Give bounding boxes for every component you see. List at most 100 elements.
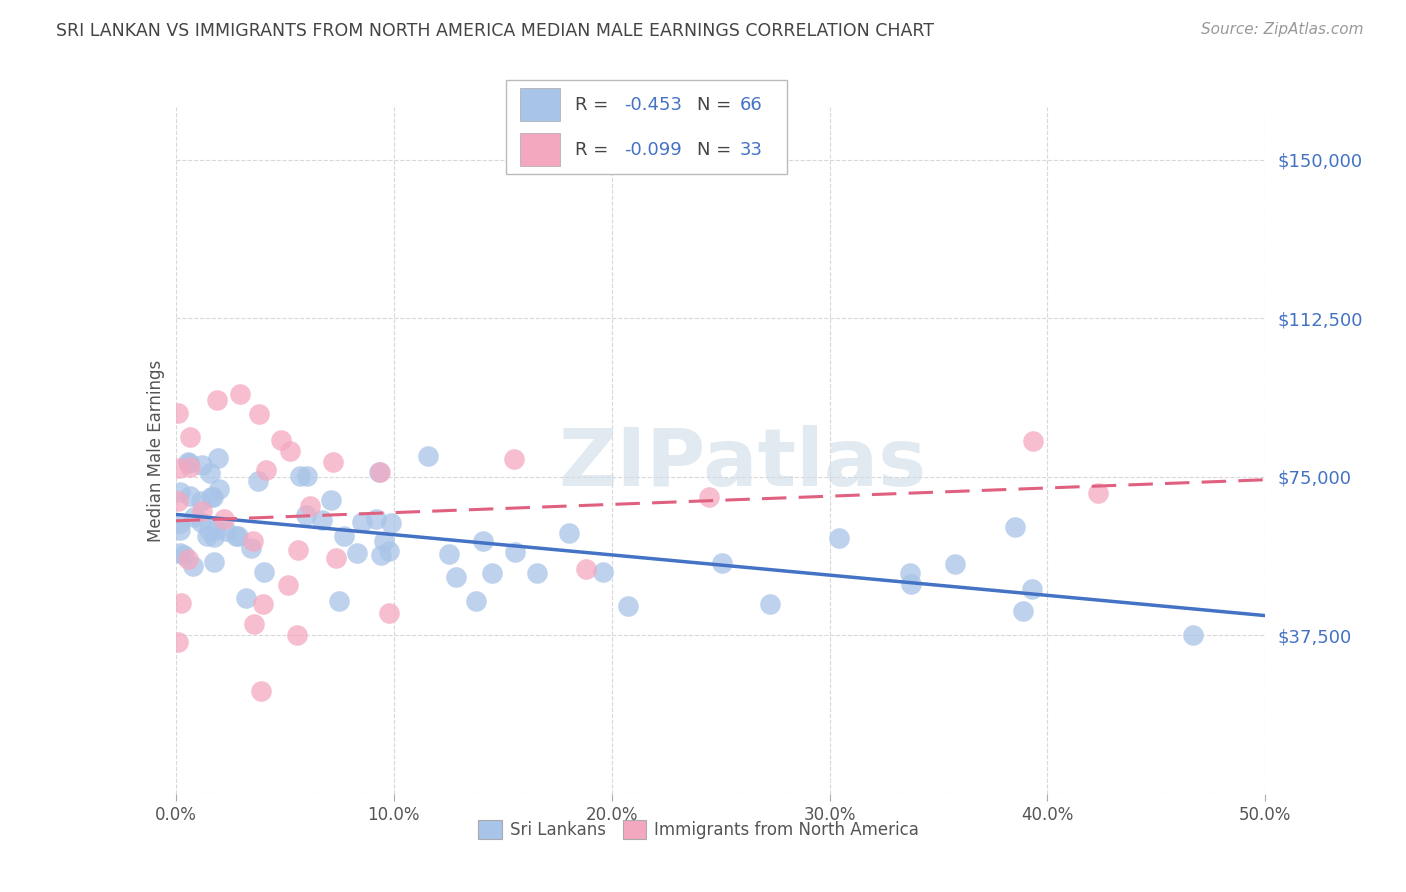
Point [170,596,193,610]
Point [247,474,270,488]
Point [198,466,221,480]
FancyBboxPatch shape [520,87,560,121]
Point [202,530,225,544]
Point [253,565,276,579]
Point [1087,486,1109,500]
Point [617,599,640,614]
Point [333,529,356,543]
Point [200,490,222,504]
Point [181,559,204,574]
Text: N =: N = [697,141,737,159]
Point [179,489,201,503]
Point [254,463,277,477]
Point [945,558,967,572]
Point [472,533,495,548]
Point [481,566,503,580]
Point [352,515,374,529]
Point [278,443,301,458]
Point [270,434,292,448]
Point [1021,582,1043,596]
Text: 33: 33 [740,141,762,159]
Text: SRI LANKAN VS IMMIGRANTS FROM NORTH AMERICA MEDIAN MALE EARNINGS CORRELATION CHA: SRI LANKAN VS IMMIGRANTS FROM NORTH AMER… [56,22,934,40]
Text: N =: N = [697,95,737,113]
Point [226,529,249,543]
Point [311,512,333,526]
Point [380,516,402,531]
Point [503,452,526,467]
Point [1012,604,1035,618]
Point [252,598,274,612]
Point [214,511,236,525]
Point [169,516,191,530]
Point [368,465,391,479]
Point [299,499,322,513]
Point [328,594,350,608]
Point [167,461,190,475]
Point [215,524,238,538]
Point [325,551,347,566]
Point [208,482,231,496]
Point [242,533,264,548]
Point [1181,627,1204,641]
Point [243,616,266,631]
Point [710,556,733,570]
Point [173,548,195,562]
Point [526,566,548,580]
Point [167,493,190,508]
Point [177,456,200,470]
Text: ZIPatlas: ZIPatlas [558,425,927,503]
Point [378,544,401,558]
Point [201,490,224,504]
Point [828,531,851,545]
Point [1022,434,1045,448]
Point [287,543,309,558]
Point [179,429,201,443]
Point [368,466,391,480]
Point [285,628,308,642]
Point [295,469,318,483]
Point [169,523,191,537]
Point [197,523,219,537]
Point [183,509,205,524]
Point [295,508,318,522]
Point [288,469,311,483]
Point [575,562,598,576]
Point [465,594,488,608]
Point [169,546,191,560]
Point [225,529,247,543]
Point [190,515,212,529]
Point [190,493,212,508]
Point [177,552,200,566]
Text: R =: R = [575,95,614,113]
Point [191,458,214,472]
Point [250,683,273,698]
Point [321,493,343,508]
Point [370,548,392,562]
Text: 66: 66 [740,95,762,113]
Point [205,392,228,407]
Point [437,548,460,562]
Point [759,598,782,612]
Point [699,490,721,504]
Point [418,449,440,463]
FancyBboxPatch shape [506,80,787,174]
Point [322,455,344,469]
Legend: Sri Lankans, Immigrants from North America: Sri Lankans, Immigrants from North Ameri… [470,812,928,847]
Point [346,546,368,560]
Point [900,577,922,591]
Point [179,460,201,475]
Text: -0.453: -0.453 [624,95,682,113]
Text: -0.099: -0.099 [624,141,682,159]
Y-axis label: Median Male Earnings: Median Male Earnings [146,359,165,541]
Point [202,556,225,570]
Point [191,504,214,518]
Point [229,387,252,401]
Point [235,591,257,605]
Text: R =: R = [575,141,614,159]
Point [240,541,263,556]
Point [1004,520,1026,534]
Point [898,566,921,581]
Point [366,511,388,525]
Point [167,635,190,649]
Point [169,484,191,499]
